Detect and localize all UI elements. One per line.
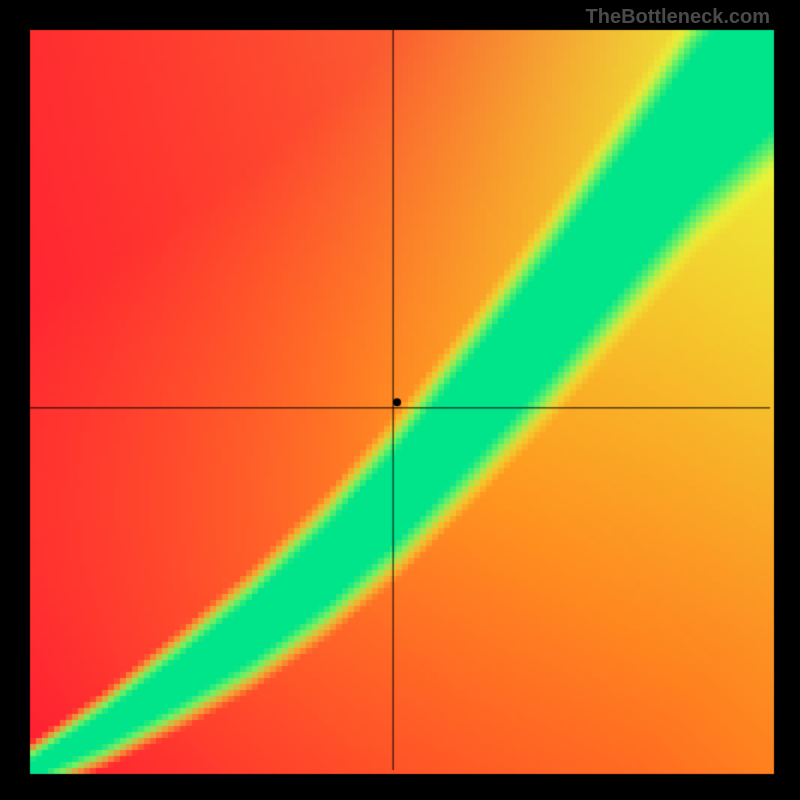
chart-container: TheBottleneck.com [0,0,800,800]
watermark-text: TheBottleneck.com [586,6,770,29]
bottleneck-heatmap-canvas [0,0,800,800]
